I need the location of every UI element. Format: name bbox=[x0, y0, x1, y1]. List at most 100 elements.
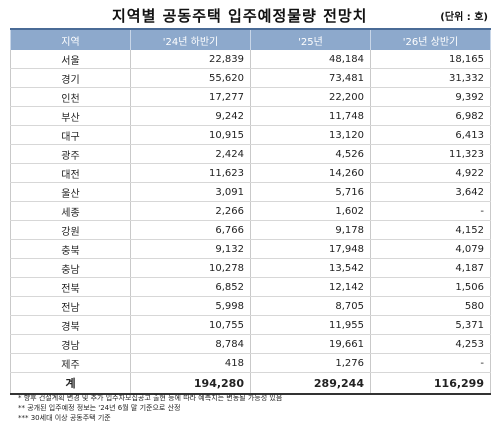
data-table-container: 지역 '24년 하반기 '25년 '26년 상반기 서울 22,839 48,184… bbox=[10, 28, 491, 395]
table-row: 경북 10,755 11,955 5,371 bbox=[10, 315, 491, 335]
region-cell: 제주 bbox=[10, 353, 131, 373]
value-2026-h1-cell: - bbox=[370, 353, 491, 373]
value-2024-h2-cell: 17,277 bbox=[130, 87, 251, 107]
region-cell: 전북 bbox=[10, 277, 131, 297]
footnotes: * 향후 건설계획 변경 및 추가 입주자모집공고 출현 등에 따라 예측치는 … bbox=[18, 393, 282, 423]
value-2025-cell: 19,661 bbox=[250, 334, 371, 354]
header-2024-h2: '24년 하반기 bbox=[130, 28, 251, 50]
region-cell: 인천 bbox=[10, 87, 131, 107]
value-2024-h2-cell: 10,278 bbox=[130, 258, 251, 278]
value-2026-h1-cell: 6,413 bbox=[370, 125, 491, 145]
header-row: 지역 '24년 하반기 '25년 '26년 상반기 bbox=[10, 28, 491, 50]
region-cell: 경북 bbox=[10, 315, 131, 335]
value-2025-cell: 12,142 bbox=[250, 277, 371, 297]
total-row: 계 194,280 289,244 116,299 bbox=[10, 372, 491, 395]
value-2025-cell: 4,526 bbox=[250, 144, 371, 164]
region-cell: 대전 bbox=[10, 163, 131, 183]
value-2024-h2-cell: 2,424 bbox=[130, 144, 251, 164]
footnote-2: ** 공개된 입주예정 정보는 '24년 6월 말 기준으로 산정 bbox=[18, 404, 181, 412]
value-2025-cell: 9,178 bbox=[250, 220, 371, 240]
value-2026-h1-cell: 18,165 bbox=[370, 50, 491, 69]
value-2026-h1-cell: 6,982 bbox=[370, 106, 491, 126]
table-row: 경남 8,784 19,661 4,253 bbox=[10, 334, 491, 354]
value-2026-h1-cell: 11,323 bbox=[370, 144, 491, 164]
region-cell: 강원 bbox=[10, 220, 131, 240]
value-2026-h1-cell: 1,506 bbox=[370, 277, 491, 297]
table-row: 세종 2,266 1,602- bbox=[10, 201, 491, 221]
region-cell: 경남 bbox=[10, 334, 131, 354]
value-2026-h1-cell: 4,253 bbox=[370, 334, 491, 354]
region-cell: 세종 bbox=[10, 201, 131, 221]
value-2025-cell: 73,481 bbox=[250, 68, 371, 88]
region-cell: 충남 bbox=[10, 258, 131, 278]
value-2024-h2-cell: 10,755 bbox=[130, 315, 251, 335]
table-row: 인천 17,277 22,200 9,392 bbox=[10, 87, 491, 107]
value-2026-h1-cell: - bbox=[370, 201, 491, 221]
value-2025-cell: 1,276 bbox=[250, 353, 371, 373]
value-2025-cell: 14,260 bbox=[250, 163, 371, 183]
value-2024-h2-cell: 55,620 bbox=[130, 68, 251, 88]
value-2026-h1-cell: 4,079 bbox=[370, 239, 491, 259]
region-cell: 전남 bbox=[10, 296, 131, 316]
value-2024-h2-cell: 9,242 bbox=[130, 106, 251, 126]
footnote-3: *** 30세대 이상 공동주택 기준 bbox=[18, 414, 111, 422]
value-2024-h2-cell: 3,091 bbox=[130, 182, 251, 202]
unit-label: (단위 : 호) bbox=[440, 12, 488, 23]
table-row: 서울 22,839 48,184 18,165 bbox=[10, 50, 491, 69]
header-2026-h1: '26년 상반기 bbox=[370, 28, 491, 50]
value-2024-h2-cell: 418 bbox=[130, 353, 251, 373]
value-2025-cell: 22,200 bbox=[250, 87, 371, 107]
total-label-cell: 계 bbox=[10, 372, 131, 395]
value-2026-h1-cell: 31,332 bbox=[370, 68, 491, 88]
total-value-2025-cell: 289,244 bbox=[250, 372, 371, 395]
table-row: 충남 10,278 13,542 4,187 bbox=[10, 258, 491, 278]
value-2025-cell: 11,955 bbox=[250, 315, 371, 335]
value-2024-h2-cell: 9,132 bbox=[130, 239, 251, 259]
value-2025-cell: 8,705 bbox=[250, 296, 371, 316]
value-2026-h1-cell: 4,187 bbox=[370, 258, 491, 278]
value-2024-h2-cell: 5,998 bbox=[130, 296, 251, 316]
value-2025-cell: 48,184 bbox=[250, 50, 371, 69]
table-body: 서울 22,839 48,184 18,165 경기 55,620 73,481 31,332… bbox=[10, 50, 491, 395]
supply-forecast-table: 지역 '24년 하반기 '25년 '26년 상반기 서울 22,839 48,184… bbox=[10, 28, 491, 395]
table-row: 강원 6,766 9,178 4,152 bbox=[10, 220, 491, 240]
table-row: 전북 6,852 12,142 1,506 bbox=[10, 277, 491, 297]
value-2024-h2-cell: 22,839 bbox=[130, 50, 251, 69]
value-2024-h2-cell: 6,852 bbox=[130, 277, 251, 297]
table-header: 지역 '24년 하반기 '25년 '26년 상반기 bbox=[10, 28, 491, 50]
value-2026-h1-cell: 9,392 bbox=[370, 87, 491, 107]
value-2024-h2-cell: 10,915 bbox=[130, 125, 251, 145]
value-2025-cell: 5,716 bbox=[250, 182, 371, 202]
region-cell: 서울 bbox=[10, 50, 131, 69]
table-row: 울산 3,091 5,716 3,642 bbox=[10, 182, 491, 202]
footnote-1: * 향후 건설계획 변경 및 추가 입주자모집공고 출현 등에 따라 예측치는 … bbox=[18, 394, 283, 402]
table-row: 부산 9,242 11,748 6,982 bbox=[10, 106, 491, 126]
value-2025-cell: 1,602 bbox=[250, 201, 371, 221]
value-2024-h2-cell: 8,784 bbox=[130, 334, 251, 354]
table-row: 전남 5,998 8,705 580 bbox=[10, 296, 491, 316]
value-2025-cell: 11,748 bbox=[250, 106, 371, 126]
value-2025-cell: 17,948 bbox=[250, 239, 371, 259]
value-2024-h2-cell: 2,266 bbox=[130, 201, 251, 221]
value-2026-h1-cell: 4,152 bbox=[370, 220, 491, 240]
header-region: 지역 bbox=[10, 28, 131, 50]
value-2025-cell: 13,120 bbox=[250, 125, 371, 145]
header-2025: '25년 bbox=[250, 28, 371, 50]
value-2026-h1-cell: 580 bbox=[370, 296, 491, 316]
region-cell: 대구 bbox=[10, 125, 131, 145]
table-row: 충북 9,132 17,948 4,079 bbox=[10, 239, 491, 259]
region-cell: 부산 bbox=[10, 106, 131, 126]
region-cell: 광주 bbox=[10, 144, 131, 164]
table-row: 제주 418 1,276- bbox=[10, 353, 491, 373]
table-row: 대전 11,623 14,260 4,922 bbox=[10, 163, 491, 183]
value-2024-h2-cell: 6,766 bbox=[130, 220, 251, 240]
region-cell: 울산 bbox=[10, 182, 131, 202]
total-value-2024-h2-cell: 194,280 bbox=[130, 372, 251, 395]
value-2026-h1-cell: 4,922 bbox=[370, 163, 491, 183]
total-value-2026-h1-cell: 116,299 bbox=[370, 372, 491, 395]
value-2025-cell: 13,542 bbox=[250, 258, 371, 278]
table-row: 대구 10,915 13,120 6,413 bbox=[10, 125, 491, 145]
region-cell: 경기 bbox=[10, 68, 131, 88]
region-cell: 충북 bbox=[10, 239, 131, 259]
page-title: 지역별 공동주택 입주예정물량 전망치 bbox=[112, 7, 368, 25]
